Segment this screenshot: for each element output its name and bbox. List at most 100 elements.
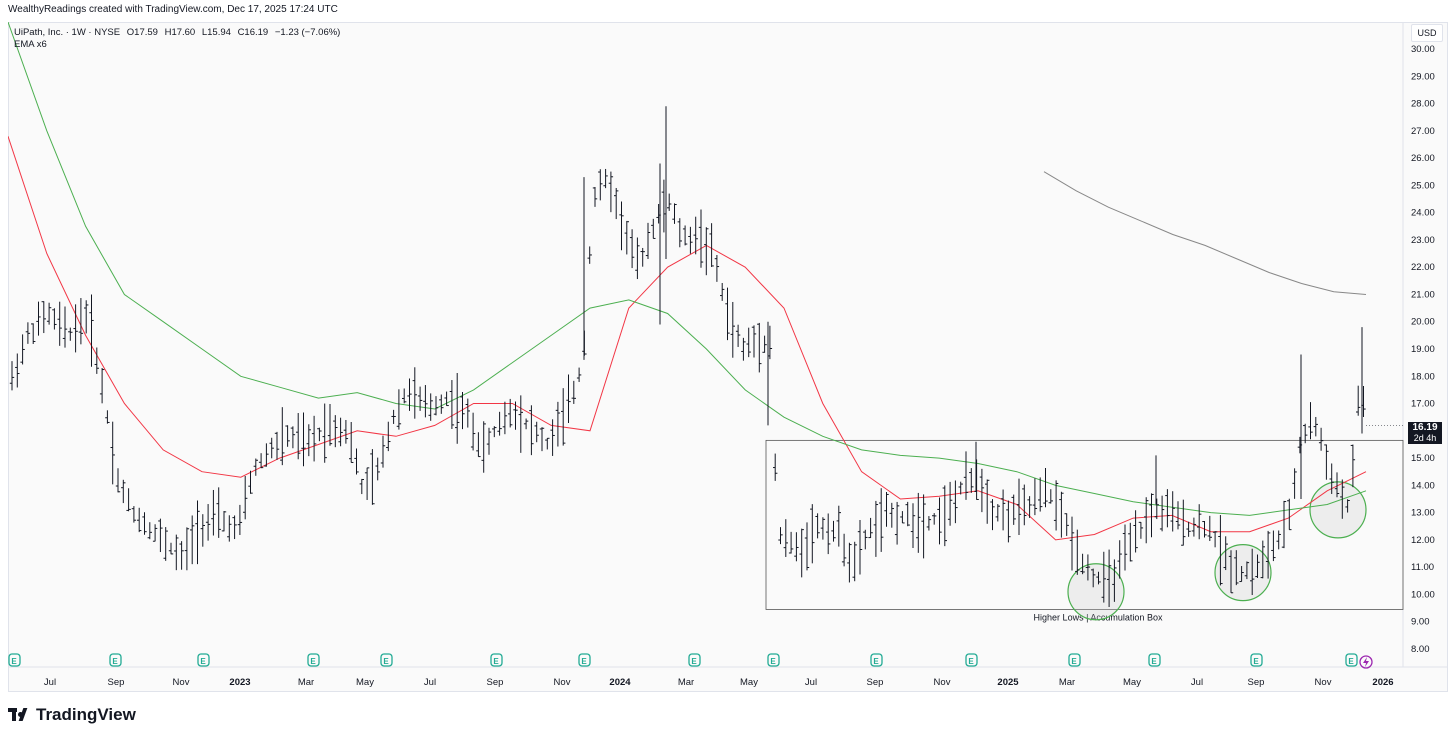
y-tick-label: 18.00 [1411,371,1435,382]
last-price-label: 16.19 2d 4h [1408,422,1442,444]
tradingview-brand[interactable]: TradingView [8,705,136,725]
earnings-marker-icon [767,653,780,667]
dividend-lightning-icon [1359,655,1373,669]
earnings-marker-icon [307,653,320,667]
tradingview-wordmark: TradingView [36,705,136,724]
x-tick-label: May [1123,677,1141,688]
attribution-text: WealthyReadings created with TradingView… [8,4,338,15]
x-tick-label: May [356,677,374,688]
earnings-marker-icon [578,653,591,667]
y-tick-label: 8.00 [1411,644,1430,655]
x-tick-label: Jul [1191,677,1203,688]
x-tick-label: Nov [934,677,951,688]
symbol-legend-row[interactable]: UiPath, Inc. · 1W · NYSE O17.59 H17.60 L… [14,27,344,39]
y-tick-label: 28.00 [1411,99,1435,110]
earnings-marker-label: E [1071,657,1077,666]
x-tick-label: Sep [867,677,884,688]
earnings-marker-label: E [112,657,118,666]
y-tick-label: 15.00 [1411,453,1435,464]
y-tick-label: 29.00 [1411,71,1435,82]
ema-line [8,136,1367,541]
earnings-marker-label: E [873,657,879,666]
accumulation-box-label: Higher Lows | Accumulation Box [1034,612,1163,622]
earnings-marker-label: E [1348,657,1354,666]
ema-line [8,22,1367,516]
bar-countdown: 2d 4h [1413,433,1437,443]
ohlc-low: L15.94 [201,27,231,38]
y-tick-label: 24.00 [1411,208,1435,219]
earnings-marker-icon [1250,653,1263,667]
y-tick-label: 22.00 [1411,262,1435,273]
y-tick-label: 9.00 [1411,617,1430,628]
earnings-marker-icon [380,653,393,667]
y-tick-label: 25.00 [1411,180,1435,191]
earnings-marker-icon [870,653,883,667]
earnings-marker-icon [1345,653,1358,667]
x-tick-label: Jul [44,677,56,688]
x-tick-label: Sep [487,677,504,688]
chart-frame[interactable] [8,22,1448,692]
ohlc-open: O17.59 [126,27,158,38]
ohlc-high: H17.60 [164,27,196,38]
earnings-marker-label: E [968,657,974,666]
x-tick-label: 2024 [609,677,631,688]
y-tick-label: 30.00 [1411,44,1435,55]
earnings-marker-icon [8,653,21,667]
x-tick-label: Nov [554,677,571,688]
y-tick-label: 26.00 [1411,153,1435,164]
x-tick-label: Mar [678,677,694,688]
earnings-marker-label: E [581,657,587,666]
earnings-marker-label: E [11,657,17,666]
y-tick-label: 23.00 [1411,235,1435,246]
y-tick-label: 13.00 [1411,508,1435,519]
earnings-marker-label: E [493,657,499,666]
y-tick-label: 17.00 [1411,399,1435,410]
ohlc-close: C16.19 [237,27,269,38]
y-tick-label: 20.00 [1411,317,1435,328]
price-change: −1.23 (−7.06%) [274,27,341,38]
earnings-marker-label: E [200,657,206,666]
higher-low-highlight-circle [1067,563,1125,621]
earnings-marker-icon [965,653,978,667]
earnings-marker-label: E [310,657,316,666]
symbol-info: UiPath, Inc. · 1W · NYSE [14,27,121,38]
x-tick-label: Mar [298,677,314,688]
y-tick-label: 14.00 [1411,480,1435,491]
y-tick-label: 10.00 [1411,589,1435,600]
higher-low-highlight-circle [1309,481,1367,539]
y-tick-label: 12.00 [1411,535,1435,546]
earnings-marker-label: E [1151,657,1157,666]
x-tick-label: 2023 [229,677,250,688]
y-tick-label: 21.00 [1411,289,1435,300]
y-tick-label: 11.00 [1411,562,1434,573]
earnings-marker-label: E [770,657,776,666]
x-tick-label: Jul [424,677,436,688]
earnings-marker-label: E [691,657,697,666]
earnings-marker-icon [197,653,210,667]
earnings-marker-label: E [383,657,389,666]
chart-legend: UiPath, Inc. · 1W · NYSE O17.59 H17.60 L… [14,27,344,51]
accumulation-box [765,439,1404,610]
earnings-marker-icon [1148,653,1161,667]
earnings-marker-icon [109,653,122,667]
x-tick-label: Nov [173,677,190,688]
last-price-value: 16.19 [1412,422,1438,433]
x-tick-label: Jul [805,677,817,688]
x-tick-label: May [740,677,758,688]
x-tick-label: Nov [1315,677,1332,688]
lightning-glyph [1363,657,1369,667]
earnings-marker-icon [688,653,701,667]
y-tick-label: 19.00 [1411,344,1435,355]
indicator-legend[interactable]: EMA x6 [14,39,47,50]
x-tick-label: Sep [108,677,125,688]
x-tick-label: 2026 [1372,677,1393,688]
earnings-marker-label: E [1253,657,1259,666]
earnings-marker-icon [490,653,503,667]
y-tick-label: 27.00 [1411,126,1435,137]
tradingview-logo-icon [8,708,30,722]
currency-selector[interactable]: USD [1411,24,1443,42]
price-chart[interactable]: 30.00 29.00 28.00 27.00 26.00 25.00 24.00 23.00… [8,22,1448,692]
x-tick-label: Sep [1248,677,1265,688]
ema-line [1043,171,1367,295]
x-tick-label: 2025 [997,677,1019,688]
